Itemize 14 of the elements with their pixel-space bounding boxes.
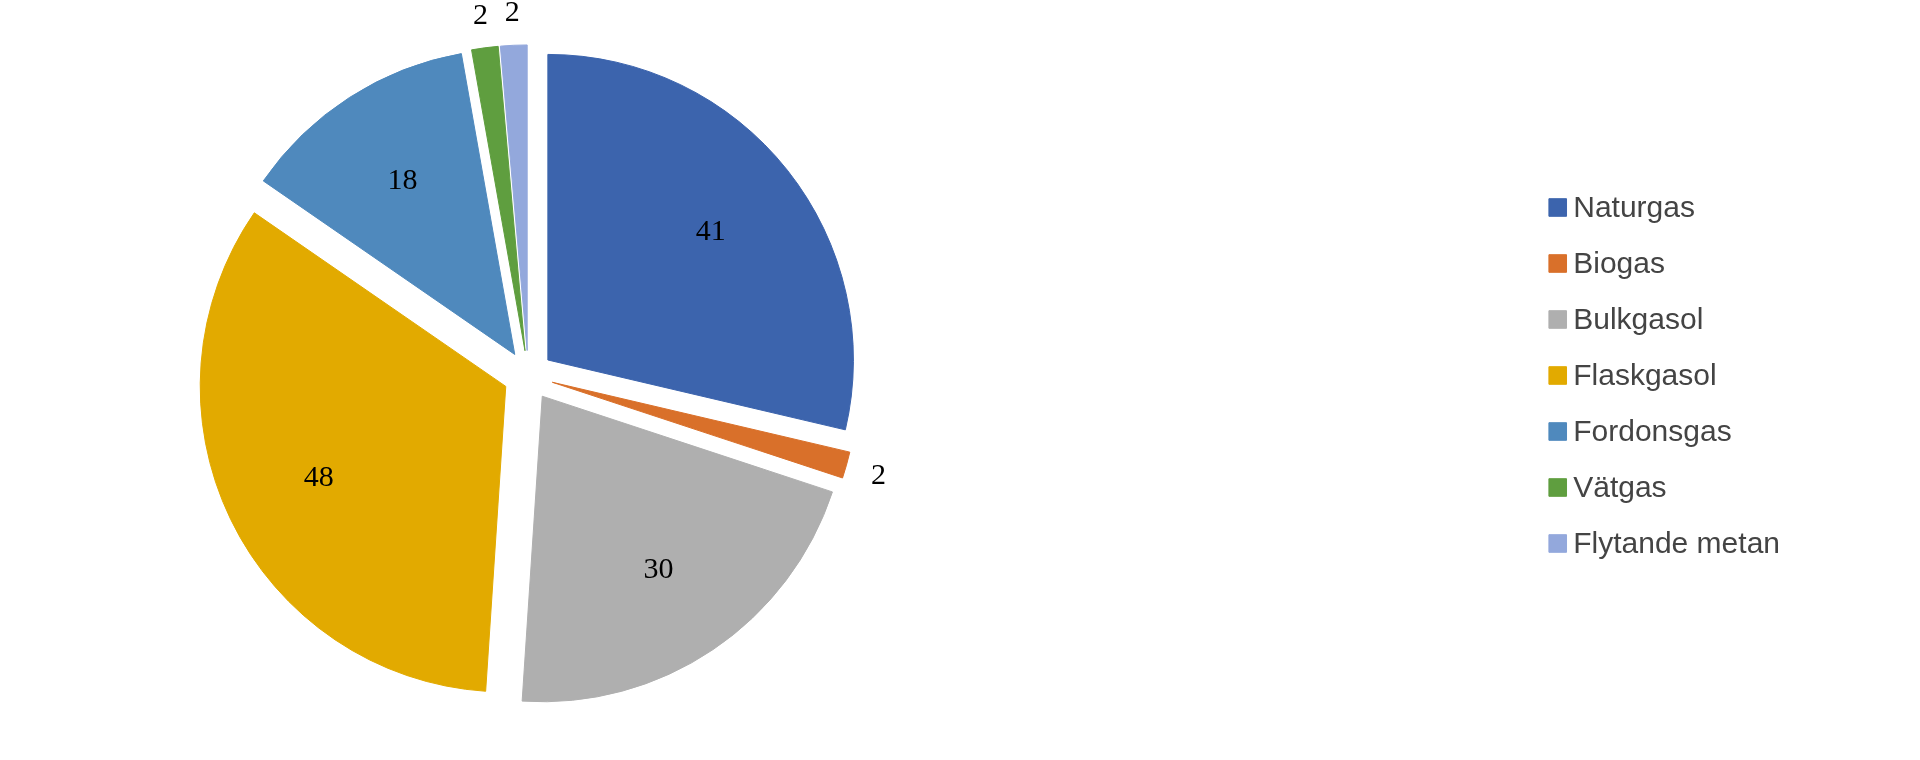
data-label: 18	[387, 162, 418, 196]
data-label: 41	[695, 213, 726, 247]
legend-label: Bulkgasol	[1573, 302, 1704, 336]
legend-label: Naturgas	[1573, 190, 1695, 224]
legend-label: Vätgas	[1573, 470, 1667, 504]
legend-label: Fordonsgas	[1573, 414, 1732, 448]
data-label: 48	[303, 459, 334, 493]
data-label: 2	[504, 0, 520, 28]
data-label: 30	[643, 551, 674, 585]
legend-label: Biogas	[1573, 246, 1665, 280]
data-label: 2	[871, 456, 887, 490]
legend-label: Flaskgasol	[1573, 358, 1717, 392]
legend-label: Flytande metan	[1573, 526, 1780, 560]
data-label: 2	[472, 0, 488, 31]
